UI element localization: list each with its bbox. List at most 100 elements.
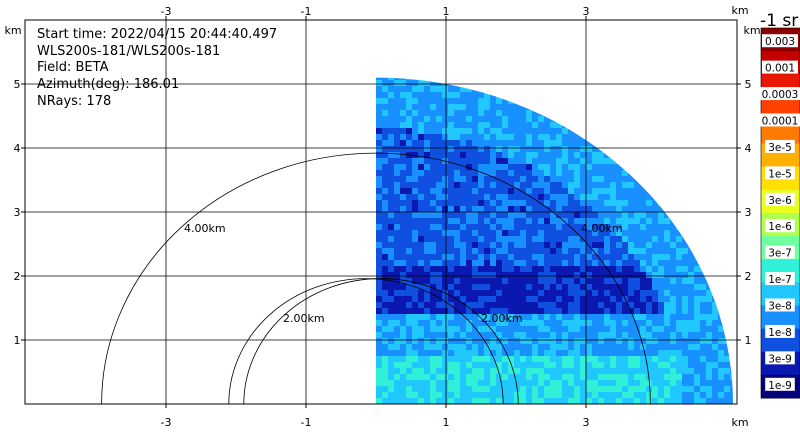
data-cell: [580, 350, 586, 356]
data-cell: [640, 80, 646, 86]
data-cell: [562, 344, 568, 350]
data-cell: [562, 332, 568, 338]
data-cell: [568, 206, 574, 212]
data-cell: [640, 68, 646, 74]
data-cell: [628, 152, 634, 158]
data-cell: [664, 326, 670, 332]
data-cell: [520, 338, 526, 344]
data-cell: [610, 68, 616, 74]
data-cell: [478, 326, 484, 332]
data-cell: [508, 356, 514, 362]
data-cell: [670, 308, 676, 314]
data-cell: [580, 32, 586, 38]
data-cell: [508, 86, 514, 92]
data-cell: [664, 392, 670, 398]
data-cell: [568, 77, 574, 80]
data-cell: [574, 92, 580, 98]
data-cell: [496, 326, 502, 332]
data-cell: [418, 380, 424, 386]
data-cell: [730, 290, 733, 296]
data-cell: [730, 182, 733, 188]
data-cell: [544, 20, 550, 26]
data-cell: [478, 56, 484, 62]
data-cell: [520, 332, 526, 338]
data-cell: [490, 152, 496, 158]
data-cell: [724, 68, 730, 74]
data-cell: [580, 62, 586, 68]
data-cell: [406, 290, 412, 296]
data-cell: [484, 32, 490, 38]
data-cell: [544, 278, 550, 284]
data-cell: [514, 254, 520, 260]
data-cell: [454, 38, 460, 44]
data-cell: [628, 206, 634, 212]
data-cell: [448, 194, 454, 200]
data-cell: [412, 140, 418, 146]
data-cell: [526, 362, 532, 368]
x-axis-bottom: -3 -1 1 3 km: [161, 416, 749, 429]
data-cell: [484, 68, 490, 74]
data-cell: [664, 206, 670, 212]
data-cell: [400, 314, 406, 320]
data-cell: [622, 230, 628, 236]
data-cell: [478, 260, 484, 266]
data-cell: [700, 44, 706, 50]
data-cell: [694, 308, 700, 314]
data-cell: [706, 314, 712, 320]
data-cell: [562, 50, 568, 56]
data-cell: [376, 362, 382, 368]
data-cell: [418, 140, 424, 146]
data-cell: [376, 368, 382, 374]
data-cell: [592, 158, 598, 164]
data-cell: [424, 290, 430, 296]
data-cell: [700, 86, 706, 92]
data-cell: [598, 194, 604, 200]
data-cell: [538, 38, 544, 44]
data-cell: [670, 128, 676, 134]
data-cell: [646, 326, 652, 332]
data-cell: [442, 146, 448, 152]
data-cell: [628, 230, 634, 236]
data-cell: [700, 68, 706, 74]
data-cell: [604, 188, 610, 194]
data-cell: [658, 386, 664, 392]
data-cell: [574, 350, 580, 356]
data-cell: [604, 296, 610, 302]
data-cell: [574, 98, 580, 104]
data-cell: [472, 320, 478, 326]
data-cell: [400, 164, 406, 170]
colorbar-label: 3e-5: [768, 142, 792, 154]
data-cell: [400, 392, 406, 398]
data-cell: [622, 80, 628, 86]
data-cell: [544, 68, 550, 74]
data-cell: [724, 98, 730, 104]
data-cell: [448, 134, 454, 140]
data-cell: [640, 56, 646, 62]
data-cell: [670, 302, 676, 308]
data-cell: [466, 386, 472, 392]
data-cell: [574, 44, 580, 50]
data-cell: [676, 278, 682, 284]
data-cell: [724, 326, 730, 332]
data-cell: [712, 212, 718, 218]
data-cell: [574, 26, 580, 32]
data-cell: [712, 38, 718, 44]
data-cell: [382, 26, 388, 32]
data-cell: [424, 338, 430, 344]
data-cell: [472, 230, 478, 236]
data-cell: [598, 380, 604, 386]
data-cell: [562, 116, 568, 122]
data-cell: [502, 194, 508, 200]
data-cell: [382, 320, 388, 326]
data-cell: [718, 218, 724, 224]
data-cell: [610, 104, 616, 110]
data-cell: [388, 350, 394, 356]
data-cell: [688, 266, 694, 272]
data-cell: [652, 302, 658, 308]
data-cell: [598, 80, 604, 86]
data-cell: [382, 326, 388, 332]
data-cell: [610, 164, 616, 170]
data-cell: [478, 68, 484, 74]
data-cell: [418, 170, 424, 176]
data-cell: [526, 140, 532, 146]
